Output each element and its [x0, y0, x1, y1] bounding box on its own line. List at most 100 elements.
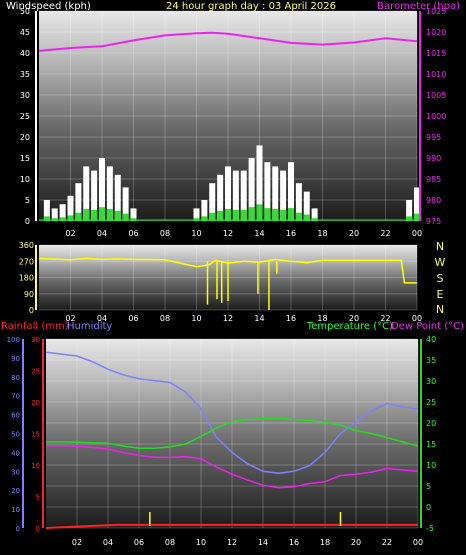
temp-x-tick-label: 20: [351, 538, 361, 547]
wind-x-tick-label: 16: [286, 229, 296, 238]
humidity-axis-label: Humidity: [67, 321, 112, 332]
barometer-line: [38, 31, 418, 52]
windspeed-bar: [51, 208, 58, 221]
windspeed-tick-label: 15: [20, 154, 30, 163]
windspeed-low-bar: [209, 212, 216, 221]
temperature-tick-label: 40: [426, 335, 436, 344]
rainfall-line: [45, 523, 418, 529]
rainfall-tick-label: 0: [36, 525, 40, 533]
windspeed-bar: [295, 183, 302, 221]
rainfall-axis-label: Rainfall (mm): [1, 321, 69, 332]
temp-x-tick-label: 14: [258, 538, 268, 547]
barometer-tick-label: 1010: [426, 70, 446, 79]
humidity-line: [45, 351, 419, 474]
rainfall-tick-label: 5: [36, 494, 40, 502]
barometer-tick-label: 1000: [426, 112, 446, 121]
temp-x-tick-label: 12: [227, 538, 237, 547]
windspeed-bar: [106, 166, 113, 221]
direction-x-tick-label: 18: [317, 314, 327, 323]
windspeed-bar: [209, 183, 216, 221]
direction-tick-label: 90: [24, 290, 34, 299]
direction-x-tick-label: 20: [349, 314, 359, 323]
humidity-tick-label: 70: [11, 393, 20, 401]
temp-x-tick-label: 04: [103, 538, 113, 547]
dewpoint-axis-label: Dew Point (°C): [391, 321, 464, 332]
temperature-tick-label: 35: [426, 356, 436, 365]
windspeed-low-bar: [99, 207, 105, 221]
direction-letter-n-bottom: N: [436, 303, 444, 316]
windspeed-axis-label: Windspeed (kph): [6, 1, 91, 12]
windspeed-low-bar: [83, 208, 90, 221]
windspeed-tick-label: 5: [25, 196, 30, 205]
windspeed-bar: [240, 170, 247, 221]
barometer-tick-label: 980: [426, 196, 441, 205]
windspeed-bar: [67, 195, 74, 221]
temperature-axis-label: Temperature (°C): [306, 321, 393, 332]
windspeed-bar: [248, 158, 255, 221]
windspeed-bar: [59, 204, 66, 221]
temp-x-tick-label: 02: [72, 538, 82, 547]
windspeed-bar: [217, 174, 224, 221]
temperature-tick-label: -5: [426, 524, 434, 533]
temperature-tick-label: 30: [426, 377, 436, 386]
windspeed-low-bar: [59, 217, 66, 221]
windspeed-low-bar: [272, 208, 279, 221]
wind-x-tick-label: 04: [97, 229, 107, 238]
windspeed-low-bar: [106, 208, 113, 221]
temperature-tick-label: 10: [426, 461, 436, 470]
windspeed-low-bar: [225, 208, 231, 221]
wind-x-tick-label: 22: [380, 229, 390, 238]
direction-x-tick-label: 02: [65, 314, 75, 323]
direction-tick-label: 360: [19, 241, 34, 250]
windspeed-low-bar: [264, 208, 271, 221]
direction-letter-s: S: [437, 272, 444, 285]
temp-x-tick-label: 18: [320, 538, 330, 547]
windspeed-tick-label: 40: [20, 49, 30, 58]
direction-letter-n-top: N: [436, 240, 444, 253]
direction-line: [38, 257, 417, 284]
windspeed-bar: [272, 166, 279, 221]
windspeed-bar: [130, 208, 137, 221]
windspeed-low-bar: [295, 212, 302, 221]
windspeed-low-bar: [43, 216, 50, 221]
wind-x-tick-label: 06: [128, 229, 138, 238]
wind-x-tick-label: 18: [317, 229, 327, 238]
windspeed-tick-label: 30: [20, 91, 30, 100]
humidity-tick-label: 50: [11, 431, 20, 439]
windspeed-low-bar: [122, 213, 129, 221]
windspeed-bar: [232, 170, 239, 221]
temp-x-tick-label: 22: [382, 538, 392, 547]
windspeed-bar: [311, 208, 318, 221]
temperature-tick-label: 15: [426, 440, 436, 449]
windspeed-bar: [122, 187, 129, 221]
windspeed-low-bar: [232, 209, 239, 221]
wind-x-tick-label: 02: [65, 229, 75, 238]
windspeed-low-bar: [91, 209, 98, 221]
windspeed-bar: [43, 200, 50, 221]
humidity-tick-label: 60: [11, 412, 20, 420]
windspeed-tick-label: 35: [20, 70, 30, 79]
temp-hum-plot: [46, 339, 418, 528]
temp-x-tick-label: 00: [413, 538, 423, 547]
barometer-tick-label: 1020: [426, 28, 446, 37]
temp-x-tick-label: 08: [165, 538, 175, 547]
windspeed-bar: [193, 208, 200, 221]
temp-x-tick-label: 10: [196, 538, 206, 547]
temperature-line: [46, 417, 419, 449]
humidity-tick-label: 20: [11, 487, 20, 495]
rainfall-tick-label: 10: [31, 462, 40, 470]
windspeed-tick-label: 10: [20, 175, 30, 184]
windspeed-low-bar: [75, 212, 82, 221]
windspeed-bar: [91, 170, 98, 221]
windspeed-tick-label: 50: [20, 7, 30, 16]
windspeed-low-bar: [67, 215, 74, 221]
chart-title: 24 hour graph day : 03 April 2026: [166, 1, 336, 12]
temperature-tick-label: 5: [426, 482, 431, 491]
windspeed-bar: [256, 145, 263, 221]
windspeed-low-bar: [406, 216, 413, 221]
windspeed-bar: [264, 162, 271, 221]
temperature-tick-label: 25: [426, 398, 436, 407]
windspeed-bar: [288, 162, 294, 221]
